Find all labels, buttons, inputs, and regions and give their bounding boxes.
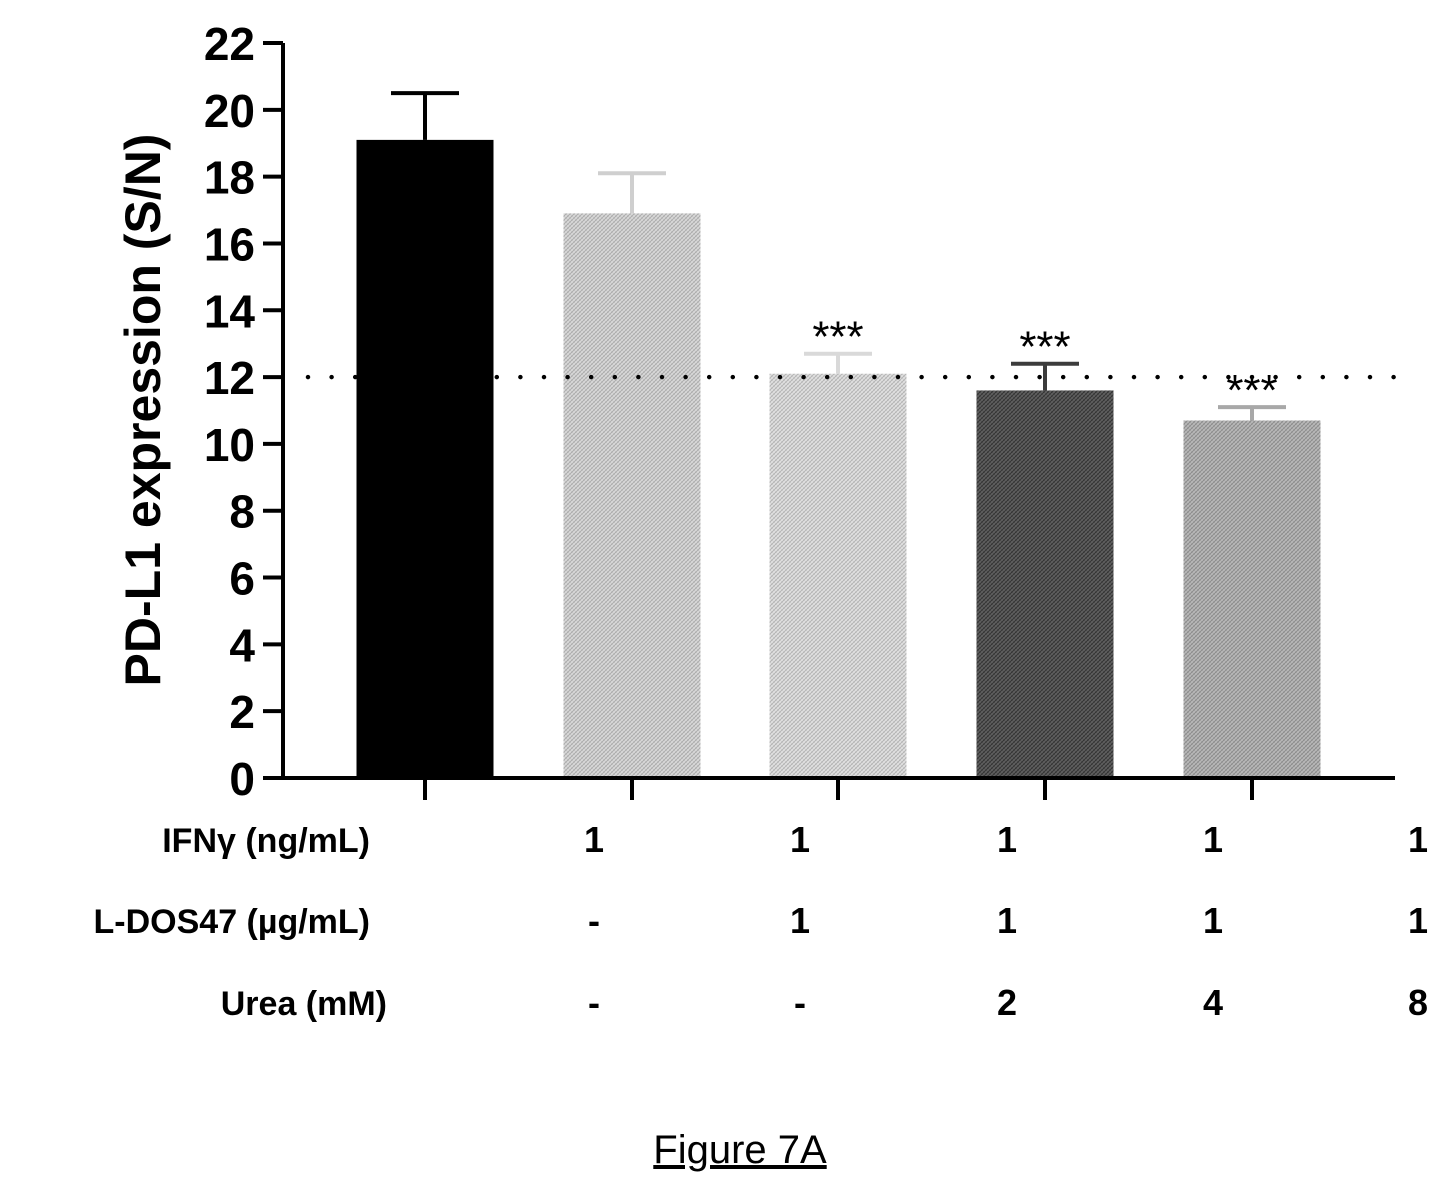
y-tick-label: 10 [204,419,255,471]
y-tick-label: 22 [204,18,255,70]
bar [356,139,494,777]
condition-value: - [588,982,600,1023]
y-tick-label: 8 [229,486,255,538]
y-tick-label: 20 [204,85,255,137]
y-axis-label: PD-L1 expression (S/N) [115,134,171,687]
condition-row-label: L-DOS47 (µg/mL) [94,903,370,941]
condition-value: 2 [997,982,1017,1023]
significance-label: *** [1019,323,1070,372]
bar-texture [769,373,907,776]
y-tick-label: 12 [204,352,255,404]
significance-label: *** [1226,366,1277,415]
condition-row-label: IFNγ (ng/mL) [162,822,370,860]
y-tick-label: 18 [204,152,255,204]
bar-texture [1183,420,1321,776]
y-tick-label: 16 [204,218,255,270]
y-axis: 0 2 4 6 8 10 12 14 16 18 20 22 [204,18,285,805]
bar-texture [976,390,1114,776]
condition-value: 1 [1408,819,1428,860]
significance-label: *** [812,313,863,362]
condition-value: 1 [997,819,1017,860]
condition-row-label: Urea (mM) [221,985,387,1023]
condition-value: 1 [997,900,1017,941]
condition-value: 1 [790,900,810,941]
condition-value: 1 [1408,900,1428,941]
bars: *** *** *** [356,91,1321,777]
y-tick-label: 4 [229,619,255,671]
condition-value: 1 [584,819,604,860]
y-tick-label: 2 [229,686,255,738]
condition-table: IFNγ (ng/mL) 1 1 1 1 1 L-DOS47 (µg/mL) - 1 1 1 1 Ure… [94,819,1429,1023]
condition-value: - [794,982,806,1023]
y-tick-label: 0 [229,753,255,805]
condition-value: - [588,900,600,941]
condition-value: 8 [1408,982,1428,1023]
condition-value: 4 [1203,982,1223,1023]
condition-value: 1 [790,819,810,860]
y-tick-label: 14 [204,285,256,337]
condition-value: 1 [1203,819,1223,860]
y-tick-label: 6 [229,553,255,605]
condition-value: 1 [1203,900,1223,941]
figure-caption: Figure 7A [653,1128,827,1172]
bar-texture [563,213,701,777]
x-axis [281,776,1395,800]
